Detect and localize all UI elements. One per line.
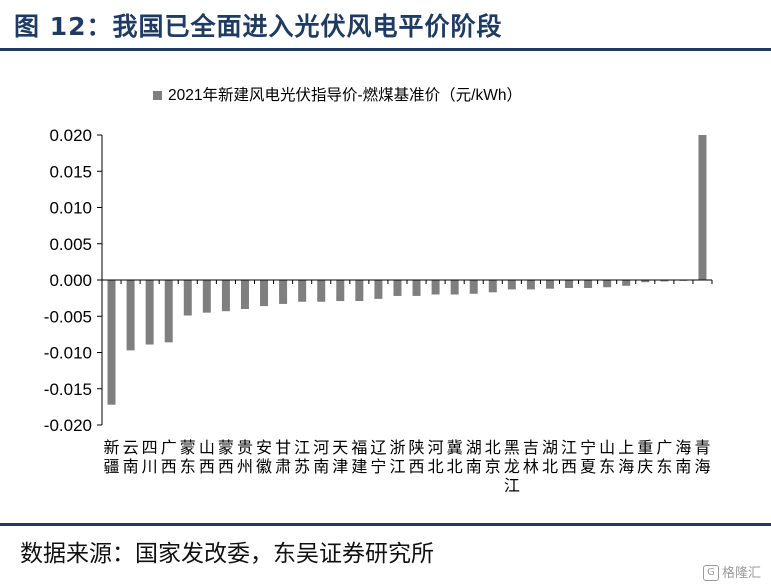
bar — [374, 280, 383, 299]
watermark-text: 格隆汇 — [721, 565, 761, 581]
bar — [107, 280, 116, 405]
bar-chart: 2021年新建风电光伏指导价-燃煤基准价（元/kWh） 0.0200.0150.… — [44, 86, 713, 495]
bar — [317, 280, 326, 302]
x-tick-label: 辽宁 — [370, 439, 386, 476]
x-tick-label: 湖北 — [542, 439, 558, 476]
source-rule — [0, 523, 771, 526]
x-tick-label: 黑龙江 — [504, 440, 520, 495]
x-tick-label: 广东 — [656, 439, 672, 476]
y-tick-label: -0.010 — [44, 344, 92, 363]
chart-legend: 2021年新建风电光伏指导价-燃煤基准价（元/kWh） — [153, 86, 522, 104]
bar — [202, 280, 211, 313]
y-tick-label: -0.005 — [44, 307, 92, 326]
x-tick-label: 江西 — [561, 439, 577, 476]
bar — [431, 280, 440, 295]
legend-label: 2021年新建风电光伏指导价-燃煤基准价（元/kWh） — [168, 86, 522, 104]
bar — [336, 280, 345, 302]
bar — [260, 280, 269, 307]
x-tick-label: 冀北 — [447, 439, 463, 476]
y-tick-label: 0.000 — [49, 271, 92, 290]
x-tick-label: 北京 — [485, 439, 501, 476]
title-rule — [0, 48, 771, 51]
x-tick-label: 蒙西 — [218, 439, 234, 476]
bar — [355, 280, 364, 302]
x-tick-label: 湖南 — [466, 439, 482, 476]
source-note: 数据来源：国家发改委，东吴证券研究所 — [20, 541, 434, 567]
x-tick-label: 四川 — [142, 440, 158, 476]
x-tick-label: 浙江 — [389, 439, 405, 476]
x-tick-label: 山西 — [199, 439, 215, 476]
bar — [126, 280, 135, 351]
x-tick-label: 新疆 — [104, 439, 120, 476]
bar — [622, 280, 631, 286]
bar — [507, 280, 516, 290]
bar — [393, 280, 402, 296]
x-tick-label: 上海 — [618, 439, 634, 476]
bar — [279, 280, 288, 304]
x-tick-label: 吉林 — [523, 439, 539, 476]
bar — [698, 135, 707, 280]
x-tick-label: 安徽 — [256, 439, 272, 476]
bar — [298, 280, 307, 302]
bar — [164, 280, 173, 343]
y-tick-label: 0.015 — [49, 162, 92, 181]
y-tick-label: 0.005 — [49, 235, 92, 254]
x-tick-label: 天津 — [332, 440, 348, 476]
bar — [641, 280, 650, 283]
figure-title: 图 12：我国已全面进入光伏风电平价阶段 — [14, 12, 503, 41]
watermark: G 格隆汇 — [702, 562, 761, 581]
x-tick-label: 蒙东 — [180, 439, 196, 476]
x-tick-label: 河北 — [428, 439, 444, 476]
bar — [584, 280, 593, 288]
x-tick-labels: 新疆云南四川广西蒙东山西蒙西贵州安徽甘肃江苏河南天津福建辽宁浙江陕西河北冀北湖南… — [104, 439, 711, 495]
y-axis: 0.020 0.015 0.010 0.005 0.000 -0.005 -0.010 -0.… — [44, 126, 103, 435]
x-tick-label: 陕西 — [409, 439, 425, 476]
bar — [660, 280, 669, 282]
x-tick-label: 河南 — [313, 439, 329, 476]
x-tick-label: 宁夏 — [580, 439, 596, 476]
bar — [240, 280, 249, 309]
bar — [526, 280, 535, 290]
x-axis — [101, 279, 713, 284]
bar — [412, 280, 421, 296]
y-tick-label: 0.020 — [49, 126, 92, 145]
x-tick-label: 江苏 — [294, 439, 310, 476]
x-tick-label: 海南 — [675, 439, 691, 476]
bar — [603, 280, 612, 288]
legend-swatch — [153, 91, 162, 100]
bar — [450, 280, 459, 295]
x-tick-label: 甘肃 — [275, 439, 291, 476]
watermark-logo-icon: G — [702, 565, 719, 581]
x-tick-label: 云南 — [123, 440, 139, 476]
bar — [565, 280, 574, 288]
x-tick-label: 贵州 — [237, 439, 253, 476]
y-tick-label: -0.015 — [44, 380, 92, 399]
x-tick-label: 广西 — [161, 439, 177, 476]
x-tick-label: 重庆 — [637, 439, 653, 476]
bars — [107, 135, 707, 405]
bar — [545, 280, 554, 289]
x-tick-label: 山东 — [599, 439, 615, 476]
bar — [145, 280, 154, 345]
bar — [221, 280, 230, 312]
bar — [488, 280, 497, 293]
x-tick-label: 福建 — [351, 439, 367, 476]
bar — [469, 280, 478, 294]
y-tick-label: 0.010 — [49, 199, 92, 218]
y-tick-label: -0.020 — [44, 416, 92, 435]
x-tick-label: 青海 — [694, 439, 710, 476]
bar — [183, 280, 192, 316]
